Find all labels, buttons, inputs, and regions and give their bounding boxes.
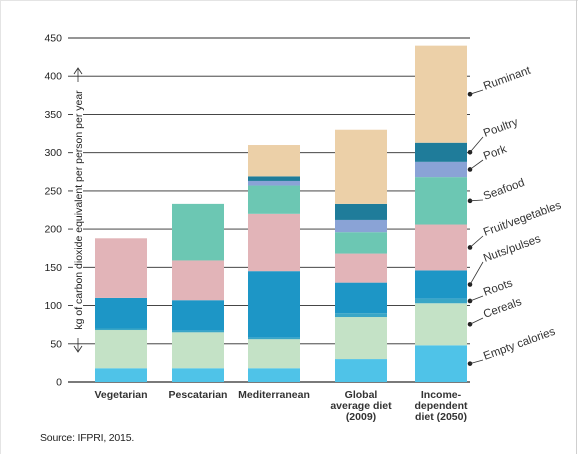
bar-segment-5-cereals (415, 303, 467, 346)
bar-segment-5-fruit-vegetables (415, 224, 467, 271)
legend-leader-poultry (469, 136, 484, 153)
stacked-bar-chart: 0 50 100 150 200 250 300 350 400 450 kg of carbon … (44, 33, 563, 424)
y-axis-label-bg (73, 82, 83, 338)
legend-dot-roots (467, 298, 473, 304)
bar-segment-5-roots (415, 298, 467, 304)
x-axis: Vegetarian Pescatarian Mediterranean Global… (94, 389, 468, 423)
x-category-label-2: Pescatarian (169, 389, 228, 401)
bar-segment-4-cereals (335, 317, 387, 360)
bar-segment-4-pork (335, 219, 387, 233)
y-tick-label-0: 0 (56, 377, 62, 389)
bar-segment-3-roots (248, 337, 300, 340)
legend-leader-roots (469, 295, 484, 302)
y-axis-label-arrow-top (73, 67, 83, 75)
bar-segment-4-poultry (335, 203, 387, 220)
legend-leader-fruit-vegetables (469, 235, 484, 248)
frame-border-right (576, 0, 577, 454)
legend-leader-pork (469, 159, 484, 170)
bar-segment-4-roots (335, 313, 387, 318)
y-axis: 0 50 100 150 200 250 300 350 400 450 kg of carbon … (44, 33, 85, 389)
legend-leader-empty-calories (469, 359, 484, 365)
bar-segment-5-nuts-pulses (415, 270, 467, 299)
y-tick-label-50: 50 (50, 338, 62, 350)
legend-label-nuts-pulses: Nuts/pulses (482, 233, 543, 265)
bar-segment-4-empty-calories (335, 359, 387, 382)
legend-leader-seafood (469, 199, 484, 202)
bar-segment-3-poultry (248, 176, 300, 181)
bar-segment-2-cereals (172, 332, 224, 369)
legend-label-poultry: Poultry (482, 116, 520, 140)
y-tick-label-250: 250 (44, 185, 62, 197)
bar-segment-3-fruit-vegetables (248, 213, 300, 272)
bars (95, 45, 467, 382)
bar-segment-3-nuts-pulses (248, 271, 300, 338)
bar-segment-4-seafood (335, 232, 387, 254)
y-axis-label-arrow-bottom (73, 345, 83, 353)
source-note: Source: IFPRI, 2015. (40, 432, 135, 444)
bar-segment-1-roots (95, 328, 147, 331)
bar-segment-5-pork (415, 161, 467, 178)
bar-segment-2-roots (172, 330, 224, 333)
frame-border-top (0, 0, 578, 1)
y-tick-label-300: 300 (44, 147, 62, 159)
legend-leader-ruminant (469, 89, 484, 95)
legend-label-seafood: Seafood (482, 177, 526, 203)
bar-segment-1-fruit-vegetables (95, 238, 147, 298)
legend-leader-nuts-pulses (469, 261, 484, 285)
x-category-label-1: Vegetarian (94, 389, 147, 401)
bar-segment-1-nuts-pulses (95, 297, 147, 329)
bar-segment-5-poultry (415, 142, 467, 162)
y-tick-label-100: 100 (44, 300, 62, 312)
bar-segment-5-empty-calories (415, 345, 467, 382)
bar-segment-2-seafood (172, 203, 224, 261)
x-category-label-5: Income-dependent diet (2050) (414, 389, 468, 423)
legend-label-cereals: Cereals (482, 296, 524, 321)
x-category-label-3: Mediterranean (238, 389, 310, 401)
legend-label-empty-calories: Empty calories (482, 326, 557, 363)
y-tick-label-450: 450 (44, 33, 62, 45)
bar-segment-3-cereals (248, 339, 300, 369)
bar-segment-3-ruminant (248, 145, 300, 177)
legend-dot-cereals (467, 321, 473, 327)
legend-label-ruminant: Ruminant (482, 64, 533, 92)
legend-label-fruit-vegetables: Fruit/vegetables (482, 199, 563, 238)
legend-label-roots: Roots (482, 277, 515, 299)
bar-segment-3-seafood (248, 185, 300, 214)
bar-segment-4-fruit-vegetables (335, 253, 387, 283)
bar-segment-3-pork (248, 180, 300, 186)
bar-segment-5-ruminant (415, 45, 467, 143)
y-tick-label-400: 400 (44, 71, 62, 83)
y-axis-label: kg of carbon dioxide equivalent per pers… (73, 90, 85, 330)
x-category-label-4: Global average diet (2009) (330, 389, 392, 423)
bar-segment-1-cereals (95, 330, 147, 369)
y-tick-label-350: 350 (44, 109, 62, 121)
bar-segment-4-ruminant (335, 129, 387, 204)
bar-segment-3-empty-calories (248, 368, 300, 382)
legend-leader-cereals (469, 317, 484, 325)
bar-segment-2-fruit-vegetables (172, 260, 224, 301)
y-tick-label-200: 200 (44, 224, 62, 236)
y-tick-label-150: 150 (44, 262, 62, 274)
legend-label-pork: Pork (482, 143, 509, 162)
bar-segment-5-seafood (415, 177, 467, 225)
frame-border-left (0, 0, 1, 454)
bar-segment-2-empty-calories (172, 368, 224, 382)
bar-segment-2-nuts-pulses (172, 300, 224, 331)
bar-segment-1-empty-calories (95, 368, 147, 382)
bar-segment-4-nuts-pulses (335, 282, 387, 314)
